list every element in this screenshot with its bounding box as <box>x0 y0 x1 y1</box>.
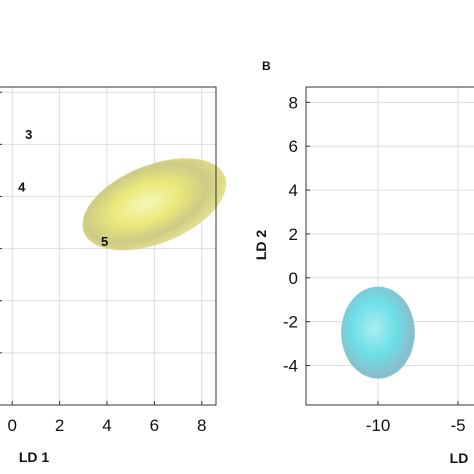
y-tick-label: 2 <box>289 225 298 244</box>
y-axis-label: LD 2 <box>253 230 269 261</box>
point-annotation: 4 <box>18 179 26 194</box>
y-tick-label: 0 <box>289 269 298 288</box>
x-tick-label: 4 <box>102 416 111 435</box>
y-tick-label: 8 <box>289 93 298 112</box>
y-tick-label: -4 <box>283 357 298 376</box>
cluster-ellipsoid <box>82 158 227 251</box>
y-tick-label: -2 <box>283 313 298 332</box>
y-tick-label: 4 <box>289 181 298 200</box>
x-tick-label: -5 <box>450 416 465 435</box>
panel-a-plot: 0 2 4 6 8 3 4 5 LD 1 <box>0 86 227 465</box>
x-axis-label: LD <box>450 450 469 466</box>
panel-label: B <box>262 59 271 73</box>
point-annotation: 3 <box>25 127 32 142</box>
panel-b-plot: -10 -5 -4 -2 0 2 4 6 8 LD LD 2 B <box>253 59 474 466</box>
axes-frame <box>305 86 474 406</box>
point-annotation: 5 <box>101 234 108 249</box>
x-tick-label: -10 <box>366 416 391 435</box>
x-tick-label: 8 <box>197 416 206 435</box>
x-axis-label: LD 1 <box>19 449 50 465</box>
x-tick-label: 2 <box>55 416 64 435</box>
cluster-ellipsoid <box>341 286 415 379</box>
x-tick-label: 6 <box>150 416 159 435</box>
y-tick-label: 6 <box>289 137 298 156</box>
x-tick-label: 0 <box>7 416 16 435</box>
